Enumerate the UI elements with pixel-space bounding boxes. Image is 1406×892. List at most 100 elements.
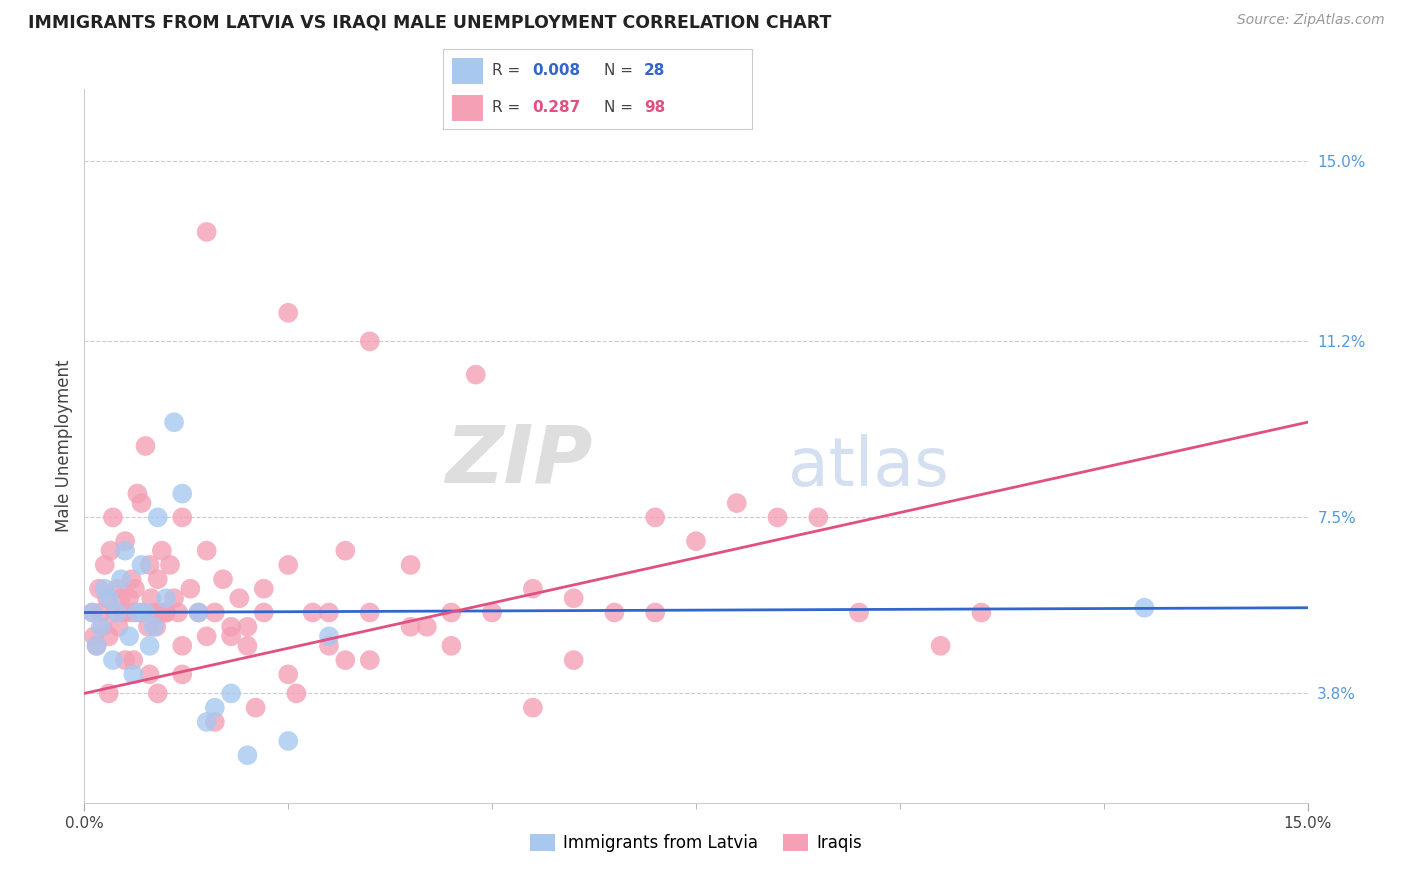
Point [148, 606, 170, 620]
Point [127, 606, 149, 620]
Point [301, 606, 323, 620]
Point [83, 629, 105, 643]
Point [86, 639, 108, 653]
Point [118, 591, 141, 606]
Point [93, 558, 115, 572]
Text: 98: 98 [644, 100, 665, 115]
Y-axis label: Male Unemployment: Male Unemployment [55, 359, 73, 533]
Point [187, 606, 209, 620]
Point [122, 606, 145, 620]
Point [97, 686, 120, 700]
Point [110, 591, 132, 606]
Point [122, 653, 145, 667]
Point [277, 667, 299, 681]
Text: N =: N = [603, 63, 633, 78]
Point [87, 582, 110, 596]
Point [359, 606, 381, 620]
Point [204, 714, 226, 729]
Point [1133, 600, 1156, 615]
Point [399, 558, 422, 572]
Point [187, 606, 209, 620]
Text: IMMIGRANTS FROM LATVIA VS IRAQI MALE UNEMPLOYMENT CORRELATION CHART: IMMIGRANTS FROM LATVIA VS IRAQI MALE UNE… [28, 13, 831, 31]
Point [172, 486, 194, 500]
Point [195, 543, 218, 558]
Point [285, 686, 308, 700]
Point [219, 620, 242, 634]
Text: N =: N = [603, 100, 633, 115]
Point [318, 629, 340, 643]
Point [136, 620, 159, 634]
Point [128, 606, 150, 620]
Point [277, 734, 299, 748]
Text: 0.287: 0.287 [533, 100, 581, 115]
Point [440, 606, 463, 620]
Point [929, 639, 952, 653]
Point [335, 543, 357, 558]
Point [204, 606, 226, 620]
Point [110, 572, 132, 586]
Point [725, 496, 748, 510]
Text: R =: R = [492, 100, 520, 115]
Point [219, 686, 242, 700]
Point [522, 582, 544, 596]
Point [132, 606, 155, 620]
Point [135, 439, 157, 453]
Point [90, 620, 112, 634]
Point [167, 606, 190, 620]
Point [318, 606, 340, 620]
Point [277, 558, 299, 572]
Point [105, 582, 128, 596]
Text: 0.008: 0.008 [533, 63, 581, 78]
Point [163, 415, 186, 429]
Point [562, 591, 585, 606]
Point [142, 620, 165, 634]
Point [359, 334, 381, 349]
Point [163, 591, 186, 606]
Point [603, 606, 626, 620]
Point [253, 582, 276, 596]
Point [522, 700, 544, 714]
Point [150, 543, 173, 558]
Point [121, 572, 143, 586]
Point [335, 653, 357, 667]
Point [253, 606, 276, 620]
Point [96, 591, 118, 606]
Point [127, 486, 149, 500]
Point [236, 639, 259, 653]
Point [114, 534, 136, 549]
Point [155, 606, 177, 620]
Bar [453, 95, 484, 120]
Point [146, 686, 169, 700]
Point [138, 667, 160, 681]
Point [135, 606, 157, 620]
Point [124, 582, 146, 596]
Point [766, 510, 789, 524]
Point [172, 510, 194, 524]
Point [97, 629, 120, 643]
Point [155, 591, 177, 606]
Point [848, 606, 870, 620]
Legend: Immigrants from Latvia, Iraqis: Immigrants from Latvia, Iraqis [523, 827, 869, 859]
Point [100, 543, 122, 558]
Point [277, 306, 299, 320]
Point [195, 714, 218, 729]
Point [219, 629, 242, 643]
Point [172, 639, 194, 653]
Point [318, 639, 340, 653]
Point [644, 510, 666, 524]
Point [131, 496, 153, 510]
Point [440, 639, 463, 653]
Bar [453, 58, 484, 84]
Point [228, 591, 250, 606]
Point [122, 667, 145, 681]
Point [236, 620, 259, 634]
Text: R =: R = [492, 63, 520, 78]
Point [195, 629, 218, 643]
Point [114, 653, 136, 667]
Point [86, 639, 108, 653]
Point [146, 572, 169, 586]
Point [195, 225, 218, 239]
Point [179, 582, 201, 596]
Point [104, 606, 127, 620]
Point [146, 510, 169, 524]
